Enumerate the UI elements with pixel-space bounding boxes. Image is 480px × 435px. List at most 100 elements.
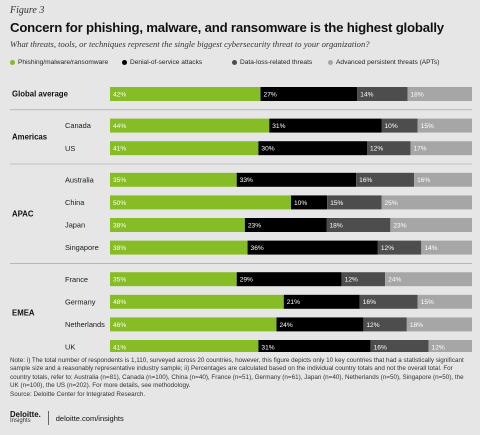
data-label: 36%: [251, 245, 264, 252]
chart-subtitle: What threats, tools, or techniques repre…: [10, 39, 370, 49]
data-label: 10%: [294, 200, 307, 207]
bar-segment: [110, 87, 261, 101]
bar-segment: [381, 195, 472, 210]
bar-segment: [357, 87, 408, 101]
region-label: Global average: [12, 90, 69, 99]
legend-swatch-apt: [328, 60, 333, 65]
country-label: US: [65, 144, 75, 153]
figure-label: Figure 3: [10, 5, 45, 16]
data-label: 44%: [113, 123, 126, 130]
bar-segment: [359, 294, 418, 309]
bar-segment: [236, 172, 357, 187]
data-label: 10%: [385, 123, 398, 130]
data-label: 46%: [113, 322, 126, 329]
bar-segment: [363, 317, 407, 332]
bar-segment: [341, 272, 386, 287]
bar-segment: [276, 317, 364, 332]
bar-segment: [110, 317, 277, 332]
data-label: 41%: [113, 146, 126, 153]
country-label: France: [65, 275, 88, 284]
bar-segment: [110, 118, 270, 133]
data-label: 38%: [113, 222, 126, 229]
region-label: EMEA: [12, 309, 35, 318]
legend-item-dos: Denial-of-service attacks: [122, 59, 202, 66]
data-label: 18%: [329, 222, 342, 229]
legend-label-dos: Denial-of-service attacks: [130, 59, 203, 66]
data-label: 33%: [240, 177, 253, 184]
bar-segment: [110, 141, 259, 156]
logo-sub: Insights: [10, 418, 31, 424]
note-text: Note: i) The total number of respondents…: [10, 357, 464, 390]
legend-label-dataloss: Data-loss-related threats: [240, 59, 313, 66]
bar-segment: [326, 218, 391, 232]
bar-segment: [390, 218, 472, 232]
data-label: 15%: [421, 299, 434, 306]
bar-segment: [407, 87, 472, 101]
data-label: 30%: [261, 146, 274, 153]
bar-segment: [247, 240, 378, 255]
legend-item-phishing: Phishing/malware/ransomware: [10, 59, 108, 66]
logo-brand: Deloitte.: [10, 410, 41, 419]
bar-segment: [110, 340, 259, 352]
chart-title: Concern for phishing, malware, and ranso…: [10, 20, 444, 35]
legend-swatch-phishing: [10, 60, 15, 65]
data-label: 15%: [421, 123, 434, 130]
legend-swatch-dos: [122, 60, 127, 65]
country-label: Japan: [65, 221, 85, 230]
bar-segment: [417, 294, 472, 309]
data-label: 50%: [113, 200, 126, 207]
bar-segment: [244, 218, 327, 232]
bar-segment: [110, 272, 237, 287]
bar-segment: [417, 118, 472, 133]
data-label: 17%: [413, 146, 426, 153]
data-label: 24%: [280, 322, 293, 329]
data-label: 16%: [417, 177, 430, 184]
country-label: Canada: [65, 121, 92, 130]
data-label: 23%: [248, 222, 261, 229]
bar-segment: [377, 240, 422, 255]
data-label: 35%: [113, 177, 126, 184]
country-label: China: [65, 198, 85, 207]
data-label: 31%: [272, 123, 285, 130]
bar-segment: [258, 141, 368, 156]
chart-note: Note: i) The total number of respondents…: [10, 357, 470, 399]
bar-segment: [414, 172, 472, 187]
data-label: 12%: [432, 344, 445, 351]
data-label: 35%: [113, 277, 126, 284]
bar-segment: [410, 141, 472, 156]
footer-divider: [47, 411, 49, 425]
data-label: 16%: [363, 299, 376, 306]
country-label: Singapore: [65, 243, 99, 252]
data-label: 29%: [240, 277, 253, 284]
bar-segment: [428, 340, 472, 352]
bar-segment: [327, 195, 382, 210]
footer-url[interactable]: deloitte.com/insights: [55, 413, 124, 423]
stacked-bar-chart: 42% 27% 14% 18% Global average 44% 31% 10% 15% Ca…: [10, 87, 472, 352]
legend-label-phishing: Phishing/malware/ransomware: [18, 59, 109, 66]
bar-segment: [110, 240, 248, 255]
bar-segment: [370, 340, 429, 352]
data-label: 12%: [366, 322, 379, 329]
data-label: 14%: [424, 245, 437, 252]
data-label: 41%: [113, 344, 126, 351]
data-label: 12%: [345, 277, 358, 284]
source-text: Source: Deloitte Center for Integrated R…: [10, 390, 146, 398]
data-label: 21%: [287, 299, 300, 306]
deloitte-logo: Deloitte. Insights: [10, 411, 41, 425]
data-label: 42%: [113, 91, 126, 98]
data-label: 14%: [360, 91, 373, 98]
data-label: 24%: [388, 277, 401, 284]
data-label: 16%: [374, 344, 387, 351]
bar-segment: [236, 272, 342, 287]
bar-segment: [385, 272, 472, 287]
footer: Deloitte. Insights deloitte.com/insights: [10, 411, 124, 425]
data-label: 18%: [410, 322, 423, 329]
bar-segment: [367, 141, 411, 156]
country-label: UK: [65, 343, 75, 352]
data-label: 25%: [385, 200, 398, 207]
data-label: 12%: [370, 146, 383, 153]
bar-segment: [283, 294, 360, 309]
data-label: 12%: [381, 245, 394, 252]
data-label: 18%: [410, 91, 423, 98]
data-label: 38%: [113, 245, 126, 252]
